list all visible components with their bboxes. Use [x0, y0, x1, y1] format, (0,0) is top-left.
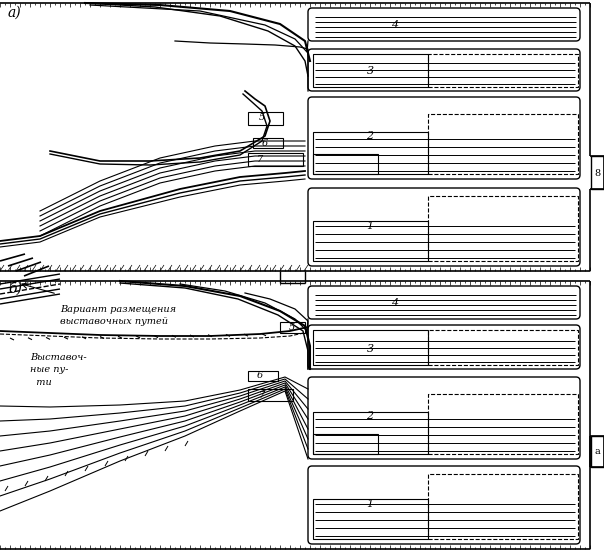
Text: 7: 7	[259, 391, 265, 399]
Bar	[591, 436, 604, 467]
Bar	[313, 154, 378, 174]
Text: а: а	[594, 447, 600, 456]
Bar	[428, 54, 578, 87]
Text: 4: 4	[391, 20, 399, 30]
Text: 3: 3	[367, 344, 373, 354]
Bar	[248, 153, 303, 166]
Text: 5: 5	[259, 114, 265, 122]
Bar	[428, 196, 578, 261]
Text: 2: 2	[367, 411, 373, 421]
Bar	[313, 330, 428, 365]
Bar	[313, 221, 428, 261]
Text: а): а)	[8, 6, 22, 20]
Text: Выставоч-
ные пу-
  ти: Выставоч- ные пу- ти	[30, 353, 86, 387]
Bar	[428, 474, 578, 539]
Bar	[313, 54, 428, 87]
Text: 1: 1	[367, 221, 373, 231]
Text: Вариант размещения
выставочных путей: Вариант размещения выставочных путей	[60, 305, 176, 327]
Bar	[428, 394, 578, 454]
Text: 3: 3	[367, 66, 373, 76]
Bar	[591, 156, 604, 189]
Bar	[313, 499, 428, 539]
Bar	[428, 114, 578, 174]
Bar	[248, 371, 278, 381]
Text: 5: 5	[289, 323, 295, 332]
Bar	[253, 138, 283, 148]
Bar	[313, 434, 378, 454]
Text: 4: 4	[391, 298, 399, 308]
Bar	[280, 322, 305, 333]
Bar	[313, 132, 428, 174]
Text: б): б)	[8, 281, 22, 295]
Bar	[428, 330, 578, 365]
Text: 2: 2	[367, 131, 373, 141]
Bar	[313, 412, 428, 454]
Text: 6: 6	[257, 371, 263, 381]
Text: 8: 8	[594, 169, 600, 177]
Text: 1: 1	[367, 499, 373, 509]
Bar	[248, 112, 283, 125]
Text: 7: 7	[257, 155, 263, 165]
Bar	[248, 389, 293, 401]
Text: 6: 6	[262, 138, 268, 148]
